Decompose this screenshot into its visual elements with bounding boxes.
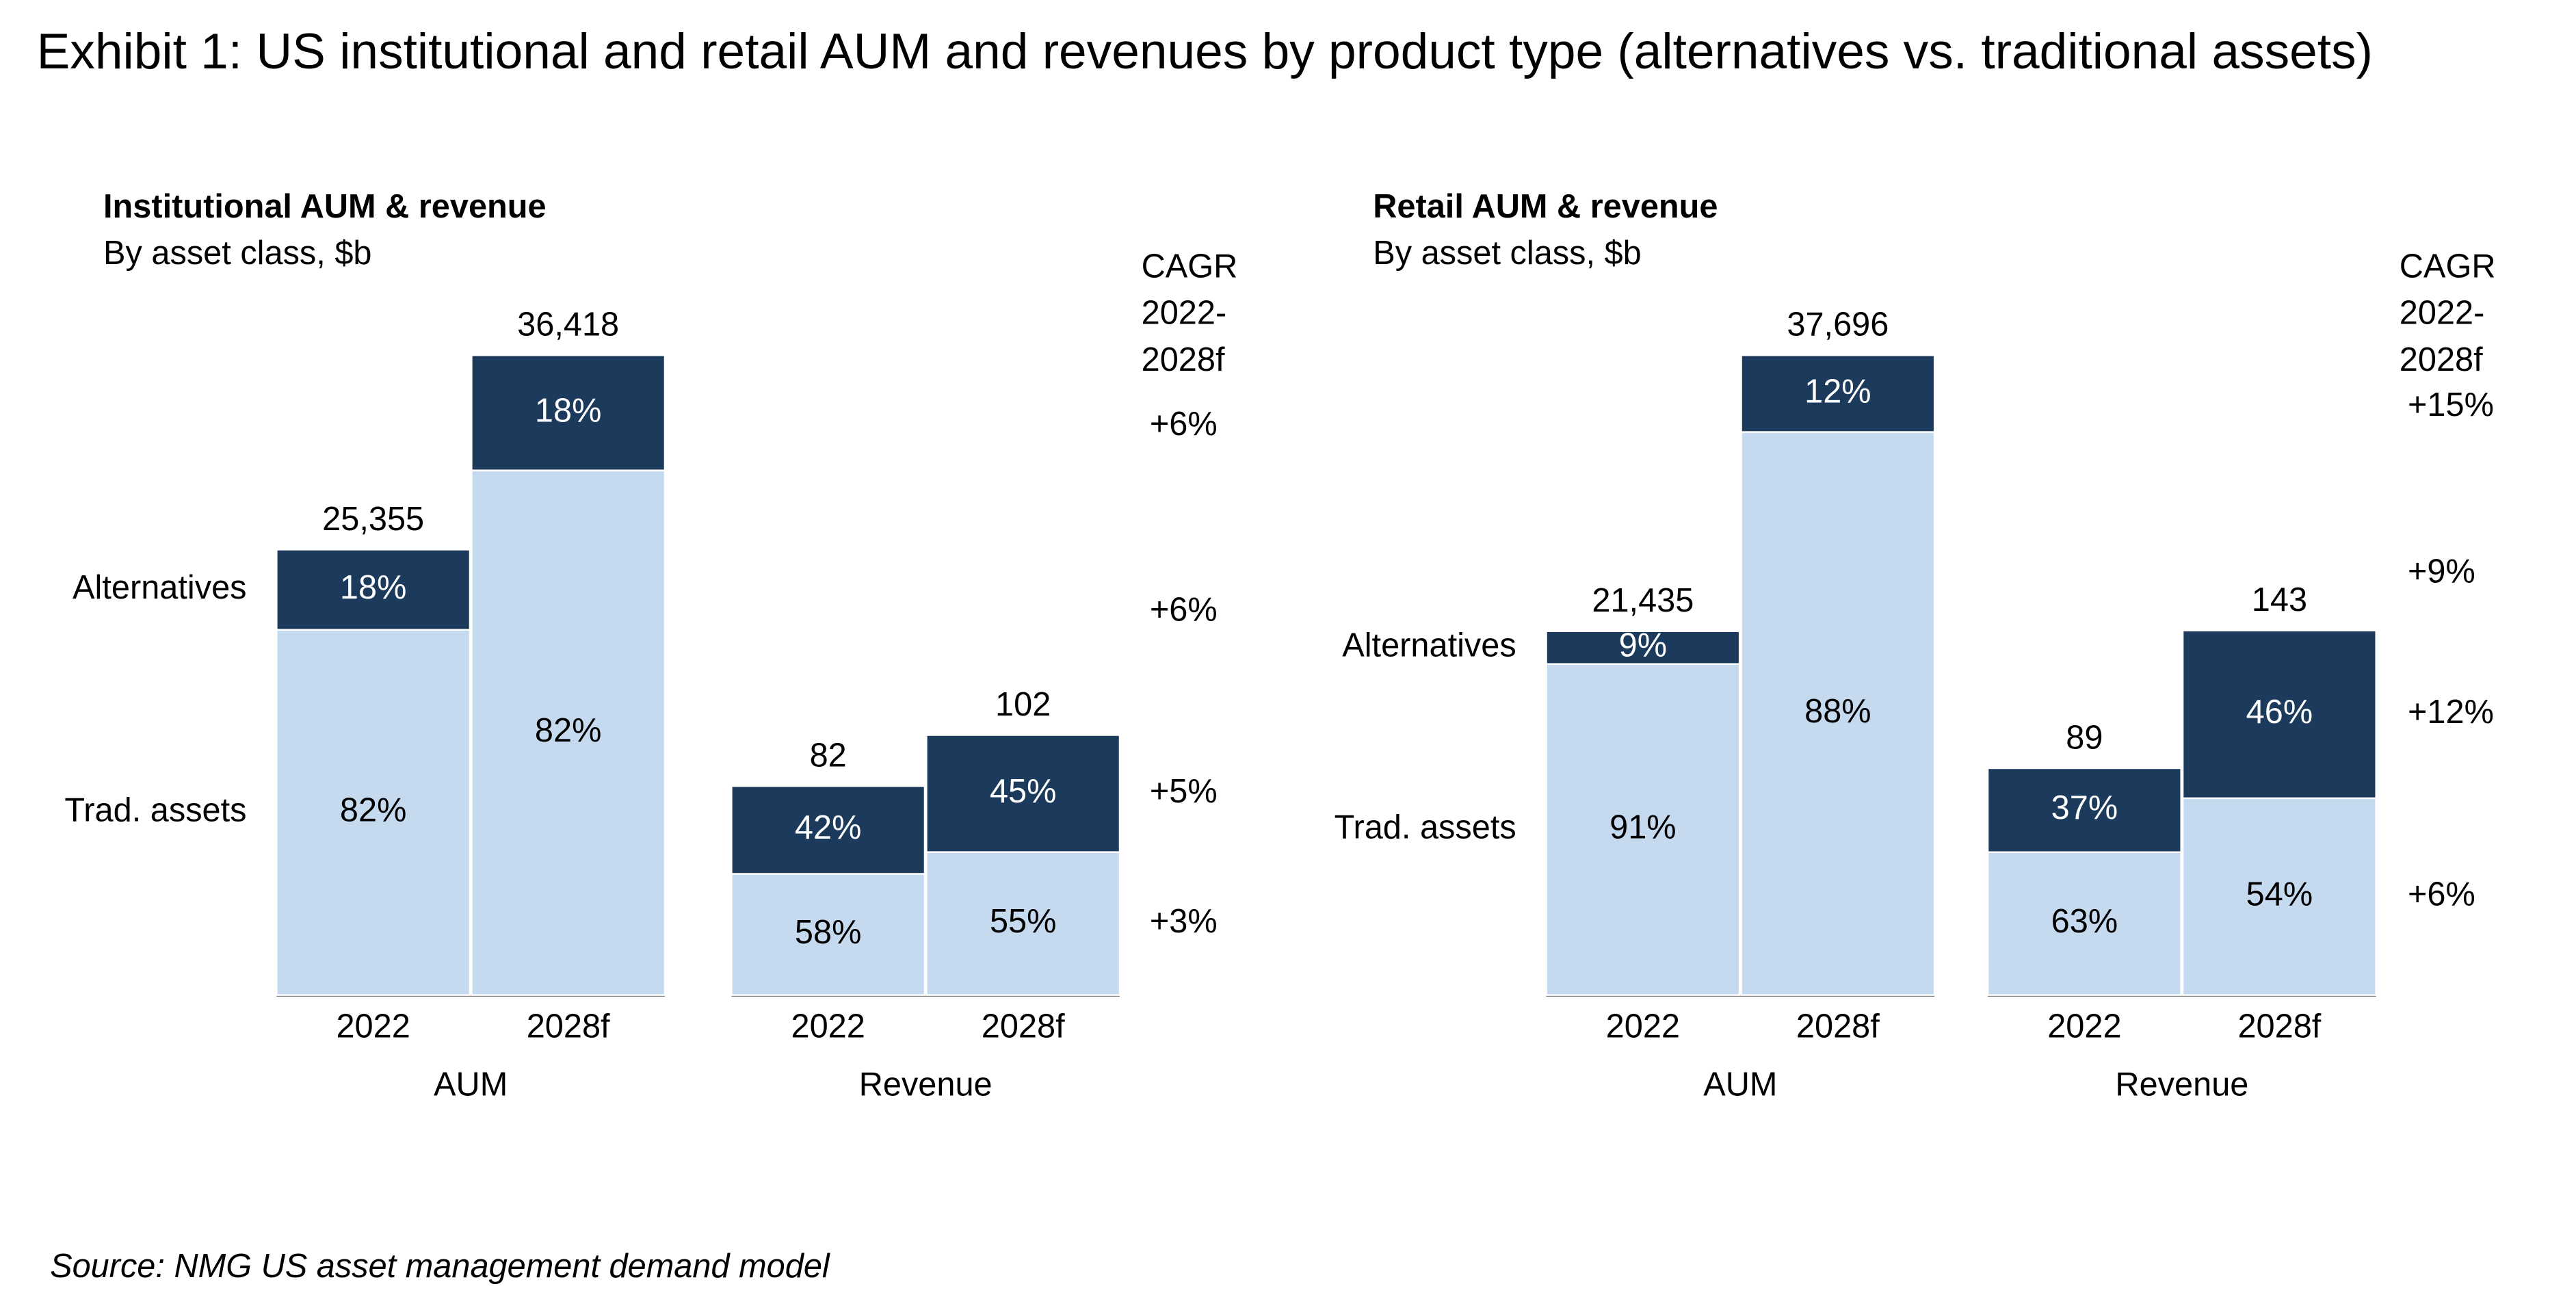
segment-label: 63%	[2051, 903, 2118, 940]
segment-label: 58%	[795, 914, 861, 951]
total-label: 21,435	[1592, 582, 1694, 619]
bar-segment	[1740, 431, 1936, 996]
total-label: 25,355	[322, 501, 424, 538]
bar-segment	[1740, 354, 1936, 433]
bar-segment	[731, 785, 926, 875]
panel-subtitle: By asset class, $b	[103, 235, 372, 272]
cagr-value: +6%	[1150, 592, 1218, 629]
segment-label: 45%	[990, 773, 1056, 810]
page-title: Exhibit 1: US institutional and retail A…	[37, 24, 2373, 79]
cagr-value: +6%	[1150, 406, 1218, 443]
x-tick-label: 2022	[1606, 1008, 1680, 1045]
x-tick-label: 2028f	[982, 1008, 1065, 1045]
total-label: 82	[810, 737, 847, 774]
cagr-title: 2028f	[1142, 341, 1225, 378]
total-label: 89	[2066, 719, 2103, 756]
panel-title: Institutional AUM & revenue	[103, 188, 547, 225]
segment-label: 88%	[1804, 693, 1871, 730]
series-label: Alternatives	[73, 569, 246, 606]
x-tick-label: 2028f	[2237, 1008, 2321, 1045]
series-label: Alternatives	[1342, 627, 1516, 664]
cagr-value: +12%	[2408, 694, 2494, 731]
cagr-value: +9%	[2408, 553, 2475, 590]
segment-label: 37%	[2051, 789, 2118, 826]
segment-label: 18%	[340, 569, 406, 606]
total-label: 37,696	[1787, 306, 1889, 343]
cagr-title: CAGR	[1142, 248, 1238, 285]
source: Source: NMG US asset management demand m…	[50, 1248, 830, 1285]
total-label: 102	[995, 686, 1051, 723]
segment-label: 91%	[1609, 809, 1676, 846]
x-tick-label: 2028f	[1796, 1008, 1880, 1045]
bar-segment	[1545, 630, 1741, 665]
bar-segment	[1986, 767, 2182, 853]
bar-segment	[471, 469, 666, 996]
group-label: Revenue	[859, 1066, 993, 1103]
segment-label: 42%	[795, 809, 861, 846]
group-label: Revenue	[2115, 1066, 2248, 1103]
segment-label: 9%	[1619, 627, 1667, 664]
bar-segment	[2181, 629, 2377, 800]
cagr-value: +5%	[1150, 773, 1218, 810]
cagr-title: 2022-	[1142, 295, 1227, 332]
cagr-value: +15%	[2408, 387, 2494, 423]
series-label: Trad. assets	[64, 792, 246, 829]
bar-segment	[2181, 797, 2377, 996]
cagr-value: +3%	[1150, 903, 1218, 940]
bar-segment	[925, 734, 1121, 853]
cagr-title: 2022-	[2400, 295, 2485, 332]
total-label: 36,418	[517, 306, 619, 343]
bar-segment	[276, 549, 471, 631]
segment-label: 46%	[2246, 694, 2313, 731]
total-label: 143	[2252, 581, 2307, 618]
bar-segment	[1986, 851, 2182, 996]
segment-label: 82%	[340, 792, 406, 829]
series-label: Trad. assets	[1335, 809, 1516, 846]
x-tick-label: 2022	[2047, 1008, 2121, 1045]
segment-label: 55%	[990, 903, 1056, 940]
panel-title: Retail AUM & revenue	[1373, 188, 1718, 225]
bar-segment	[731, 873, 926, 996]
x-tick-label: 2028f	[527, 1008, 610, 1045]
panel-subtitle: By asset class, $b	[1373, 235, 1642, 272]
cagr-title: 2028f	[2400, 341, 2483, 378]
segment-label: 18%	[535, 392, 601, 429]
segment-label: 82%	[535, 712, 601, 749]
bar-segment	[925, 851, 1121, 996]
bar-segment	[471, 354, 666, 471]
segment-label: 54%	[2246, 876, 2313, 913]
group-label: AUM	[434, 1066, 508, 1103]
segment-label: 12%	[1804, 373, 1871, 410]
x-tick-label: 2022	[791, 1008, 865, 1045]
cagr-title: CAGR	[2400, 248, 2496, 285]
bar-segment	[276, 629, 471, 996]
x-tick-label: 2022	[336, 1008, 410, 1045]
bar-segment	[1545, 663, 1741, 996]
group-label: AUM	[1703, 1066, 1777, 1103]
cagr-value: +6%	[2408, 876, 2475, 913]
